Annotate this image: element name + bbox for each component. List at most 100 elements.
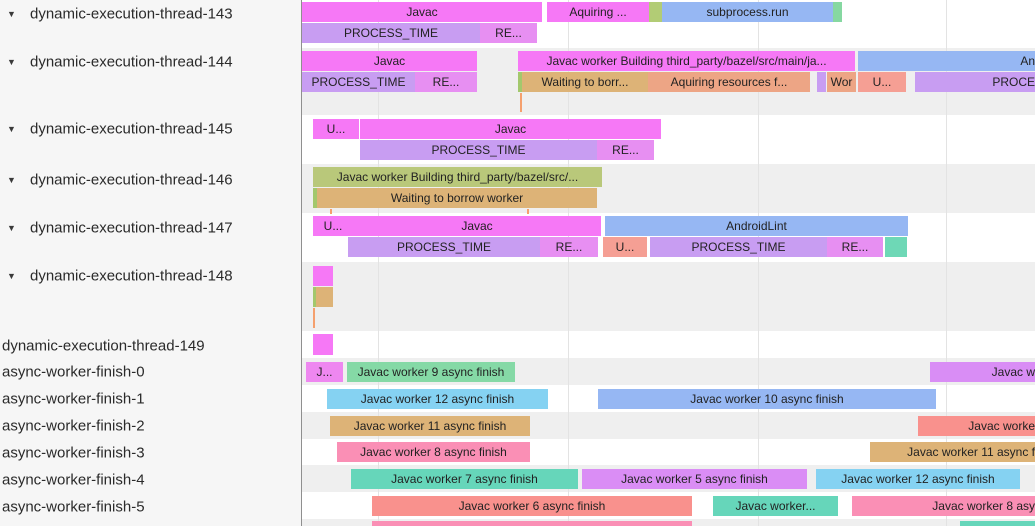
trace-slice[interactable]: Javac bbox=[302, 2, 542, 22]
collapse-arrow-icon[interactable]: ▼ bbox=[7, 57, 16, 67]
trace-slice-label: U... bbox=[323, 219, 343, 233]
trace-slice[interactable]: Javac worker 11 async finish bbox=[330, 416, 530, 436]
instant-event-tick[interactable] bbox=[520, 93, 522, 112]
track-row-label[interactable]: dynamic-execution-thread-149 bbox=[0, 335, 301, 357]
trace-slice[interactable]: Javac worker 8 async finish bbox=[337, 442, 530, 462]
trace-slice[interactable]: Javac worker... bbox=[713, 496, 838, 516]
trace-slice-label: U... bbox=[615, 240, 635, 254]
trace-slice[interactable] bbox=[372, 521, 692, 526]
trace-slice[interactable]: PROCESS_TIME bbox=[650, 237, 827, 257]
trace-slice-label: Javac worker 8 asy bbox=[932, 499, 1035, 513]
trace-slice[interactable]: Javac worker 8 asy bbox=[852, 496, 1035, 516]
instant-event-tick[interactable] bbox=[527, 209, 529, 214]
trace-slice[interactable]: Javac bbox=[353, 216, 601, 236]
trace-slice[interactable] bbox=[316, 287, 333, 307]
trace-slice[interactable]: PROCESS_TIME bbox=[302, 23, 480, 43]
trace-slice[interactable]: Javac worker 10 async finish bbox=[598, 389, 936, 409]
trace-slice[interactable]: RE... bbox=[480, 23, 537, 43]
trace-slice[interactable]: Waiting to borrow worker bbox=[317, 188, 597, 208]
trace-slice[interactable]: Javac worker Building third_party/bazel/… bbox=[313, 167, 602, 187]
trace-slice[interactable]: Javac worker 7 async finish bbox=[351, 469, 578, 489]
trace-slice[interactable]: RE... bbox=[540, 237, 598, 257]
trace-slice[interactable]: RE... bbox=[597, 140, 654, 160]
trace-slice[interactable]: Javac w bbox=[930, 362, 1035, 382]
trace-slice[interactable]: subprocess.run bbox=[662, 2, 833, 22]
trace-slice-label: PROCE bbox=[992, 75, 1035, 89]
trace-slice-label: PROCESS_TIME bbox=[396, 240, 492, 254]
trace-slice[interactable]: U... bbox=[858, 72, 906, 92]
collapse-arrow-icon[interactable]: ▼ bbox=[7, 175, 16, 185]
trace-slice-label: PROCESS_TIME bbox=[691, 240, 786, 254]
trace-slice[interactable] bbox=[960, 521, 1035, 526]
trace-slice[interactable] bbox=[649, 2, 662, 22]
trace-slice[interactable]: RE... bbox=[827, 237, 883, 257]
trace-slice[interactable]: AndroidLint bbox=[605, 216, 908, 236]
trace-slice[interactable]: Aquiring resources f... bbox=[648, 72, 810, 92]
track-row-label[interactable]: ▼ dynamic-execution-thread-147 bbox=[0, 217, 301, 239]
trace-slice-label: Javac bbox=[461, 219, 493, 233]
trace-slice[interactable]: RE... bbox=[415, 72, 477, 92]
trace-slice[interactable]: PROCE bbox=[915, 72, 1035, 92]
trace-slice[interactable]: Javac worker 6 async finish bbox=[372, 496, 692, 516]
trace-slice[interactable] bbox=[518, 72, 522, 92]
trace-slice[interactable]: Javac worke bbox=[918, 416, 1035, 436]
collapse-arrow-icon[interactable]: ▼ bbox=[7, 9, 16, 19]
track-row-label[interactable]: ▼ dynamic-execution-thread-148 bbox=[0, 265, 301, 287]
trace-slice[interactable]: PROCESS_TIME bbox=[302, 72, 415, 92]
trace-slice[interactable] bbox=[313, 266, 333, 286]
track-row-label[interactable]: async-worker-finish-4 bbox=[0, 469, 301, 491]
track-name-sidebar: ▼ dynamic-execution-thread-143 ▼ dynamic-ex… bbox=[0, 0, 302, 526]
track-row-label[interactable]: async-worker-finish-1 bbox=[0, 388, 301, 410]
collapse-arrow-icon[interactable]: ▼ bbox=[7, 124, 16, 134]
trace-slice[interactable]: U... bbox=[313, 216, 353, 236]
timeline-canvas[interactable]: Javac Aquiring ... subprocess.run PROCESS_T… bbox=[302, 0, 1035, 526]
trace-slice[interactable] bbox=[833, 2, 842, 22]
instant-event-tick[interactable] bbox=[330, 209, 332, 214]
trace-slice[interactable]: Waiting to borr... bbox=[522, 72, 648, 92]
track-name: async-worker-finish-1 bbox=[2, 390, 145, 408]
collapse-arrow-icon[interactable]: ▼ bbox=[7, 271, 16, 281]
track-row-label[interactable]: ▼ dynamic-execution-thread-143 bbox=[0, 3, 301, 25]
trace-slice-label: U... bbox=[326, 122, 346, 136]
trace-slice-label: Javac bbox=[494, 122, 527, 136]
track-row-label[interactable]: ▼ dynamic-execution-thread-144 bbox=[0, 51, 301, 73]
trace-slice[interactable]: Javac worker 5 async finish bbox=[582, 469, 807, 489]
track-row-label[interactable]: async-worker-finish-0 bbox=[0, 361, 301, 383]
trace-slice-label: Javac worker... bbox=[735, 499, 816, 513]
trace-slice[interactable]: U... bbox=[603, 237, 647, 257]
track-row-label[interactable]: ▼ dynamic-execution-thread-146 bbox=[0, 169, 301, 191]
collapse-arrow-icon[interactable]: ▼ bbox=[7, 223, 16, 233]
track-row-label[interactable]: async-worker-finish-2 bbox=[0, 415, 301, 437]
instant-event-tick[interactable] bbox=[313, 308, 315, 328]
trace-slice[interactable]: Javac worker 11 async f bbox=[870, 442, 1035, 462]
trace-slice[interactable]: An bbox=[858, 51, 1035, 71]
trace-slice[interactable]: Javac bbox=[302, 51, 477, 71]
track-name: dynamic-execution-thread-143 bbox=[30, 5, 233, 23]
trace-slice[interactable]: Wor bbox=[827, 72, 856, 92]
trace-slice[interactable]: Javac worker 12 async finish bbox=[327, 389, 548, 409]
trace-slice[interactable]: U... bbox=[313, 119, 359, 139]
trace-slice[interactable] bbox=[313, 334, 333, 355]
track-name: dynamic-execution-thread-144 bbox=[30, 53, 233, 71]
trace-slice[interactable]: Javac worker Building third_party/bazel/… bbox=[518, 51, 855, 71]
trace-slice[interactable]: PROCESS_TIME bbox=[360, 140, 597, 160]
trace-slice[interactable] bbox=[817, 72, 826, 92]
time-gridline bbox=[758, 0, 759, 526]
trace-slice[interactable]: Javac worker 9 async finish bbox=[347, 362, 515, 382]
trace-slice[interactable]: Aquiring ... bbox=[547, 2, 649, 22]
trace-slice-label: PROCESS_TIME bbox=[343, 26, 439, 40]
trace-slice-label: Javac worker 7 async finish bbox=[391, 472, 538, 486]
trace-slice[interactable]: J... bbox=[306, 362, 343, 382]
trace-slice[interactable]: Javac bbox=[360, 119, 661, 139]
trace-slice[interactable] bbox=[885, 237, 907, 257]
track-row-label[interactable]: ▼ dynamic-execution-thread-145 bbox=[0, 118, 301, 140]
trace-slice[interactable] bbox=[313, 188, 317, 208]
trace-slice-label: Waiting to borr... bbox=[541, 75, 629, 89]
track-row-label[interactable]: async-worker-finish-3 bbox=[0, 442, 301, 464]
trace-slice-label: Javac bbox=[406, 5, 438, 19]
trace-slice[interactable]: Javac worker 12 async finish bbox=[816, 469, 1020, 489]
trace-slice-label: Waiting to borrow worker bbox=[390, 191, 524, 205]
track-row-label[interactable]: async-worker-finish-5 bbox=[0, 496, 301, 518]
trace-slice[interactable] bbox=[313, 287, 316, 307]
trace-slice[interactable]: PROCESS_TIME bbox=[348, 237, 540, 257]
